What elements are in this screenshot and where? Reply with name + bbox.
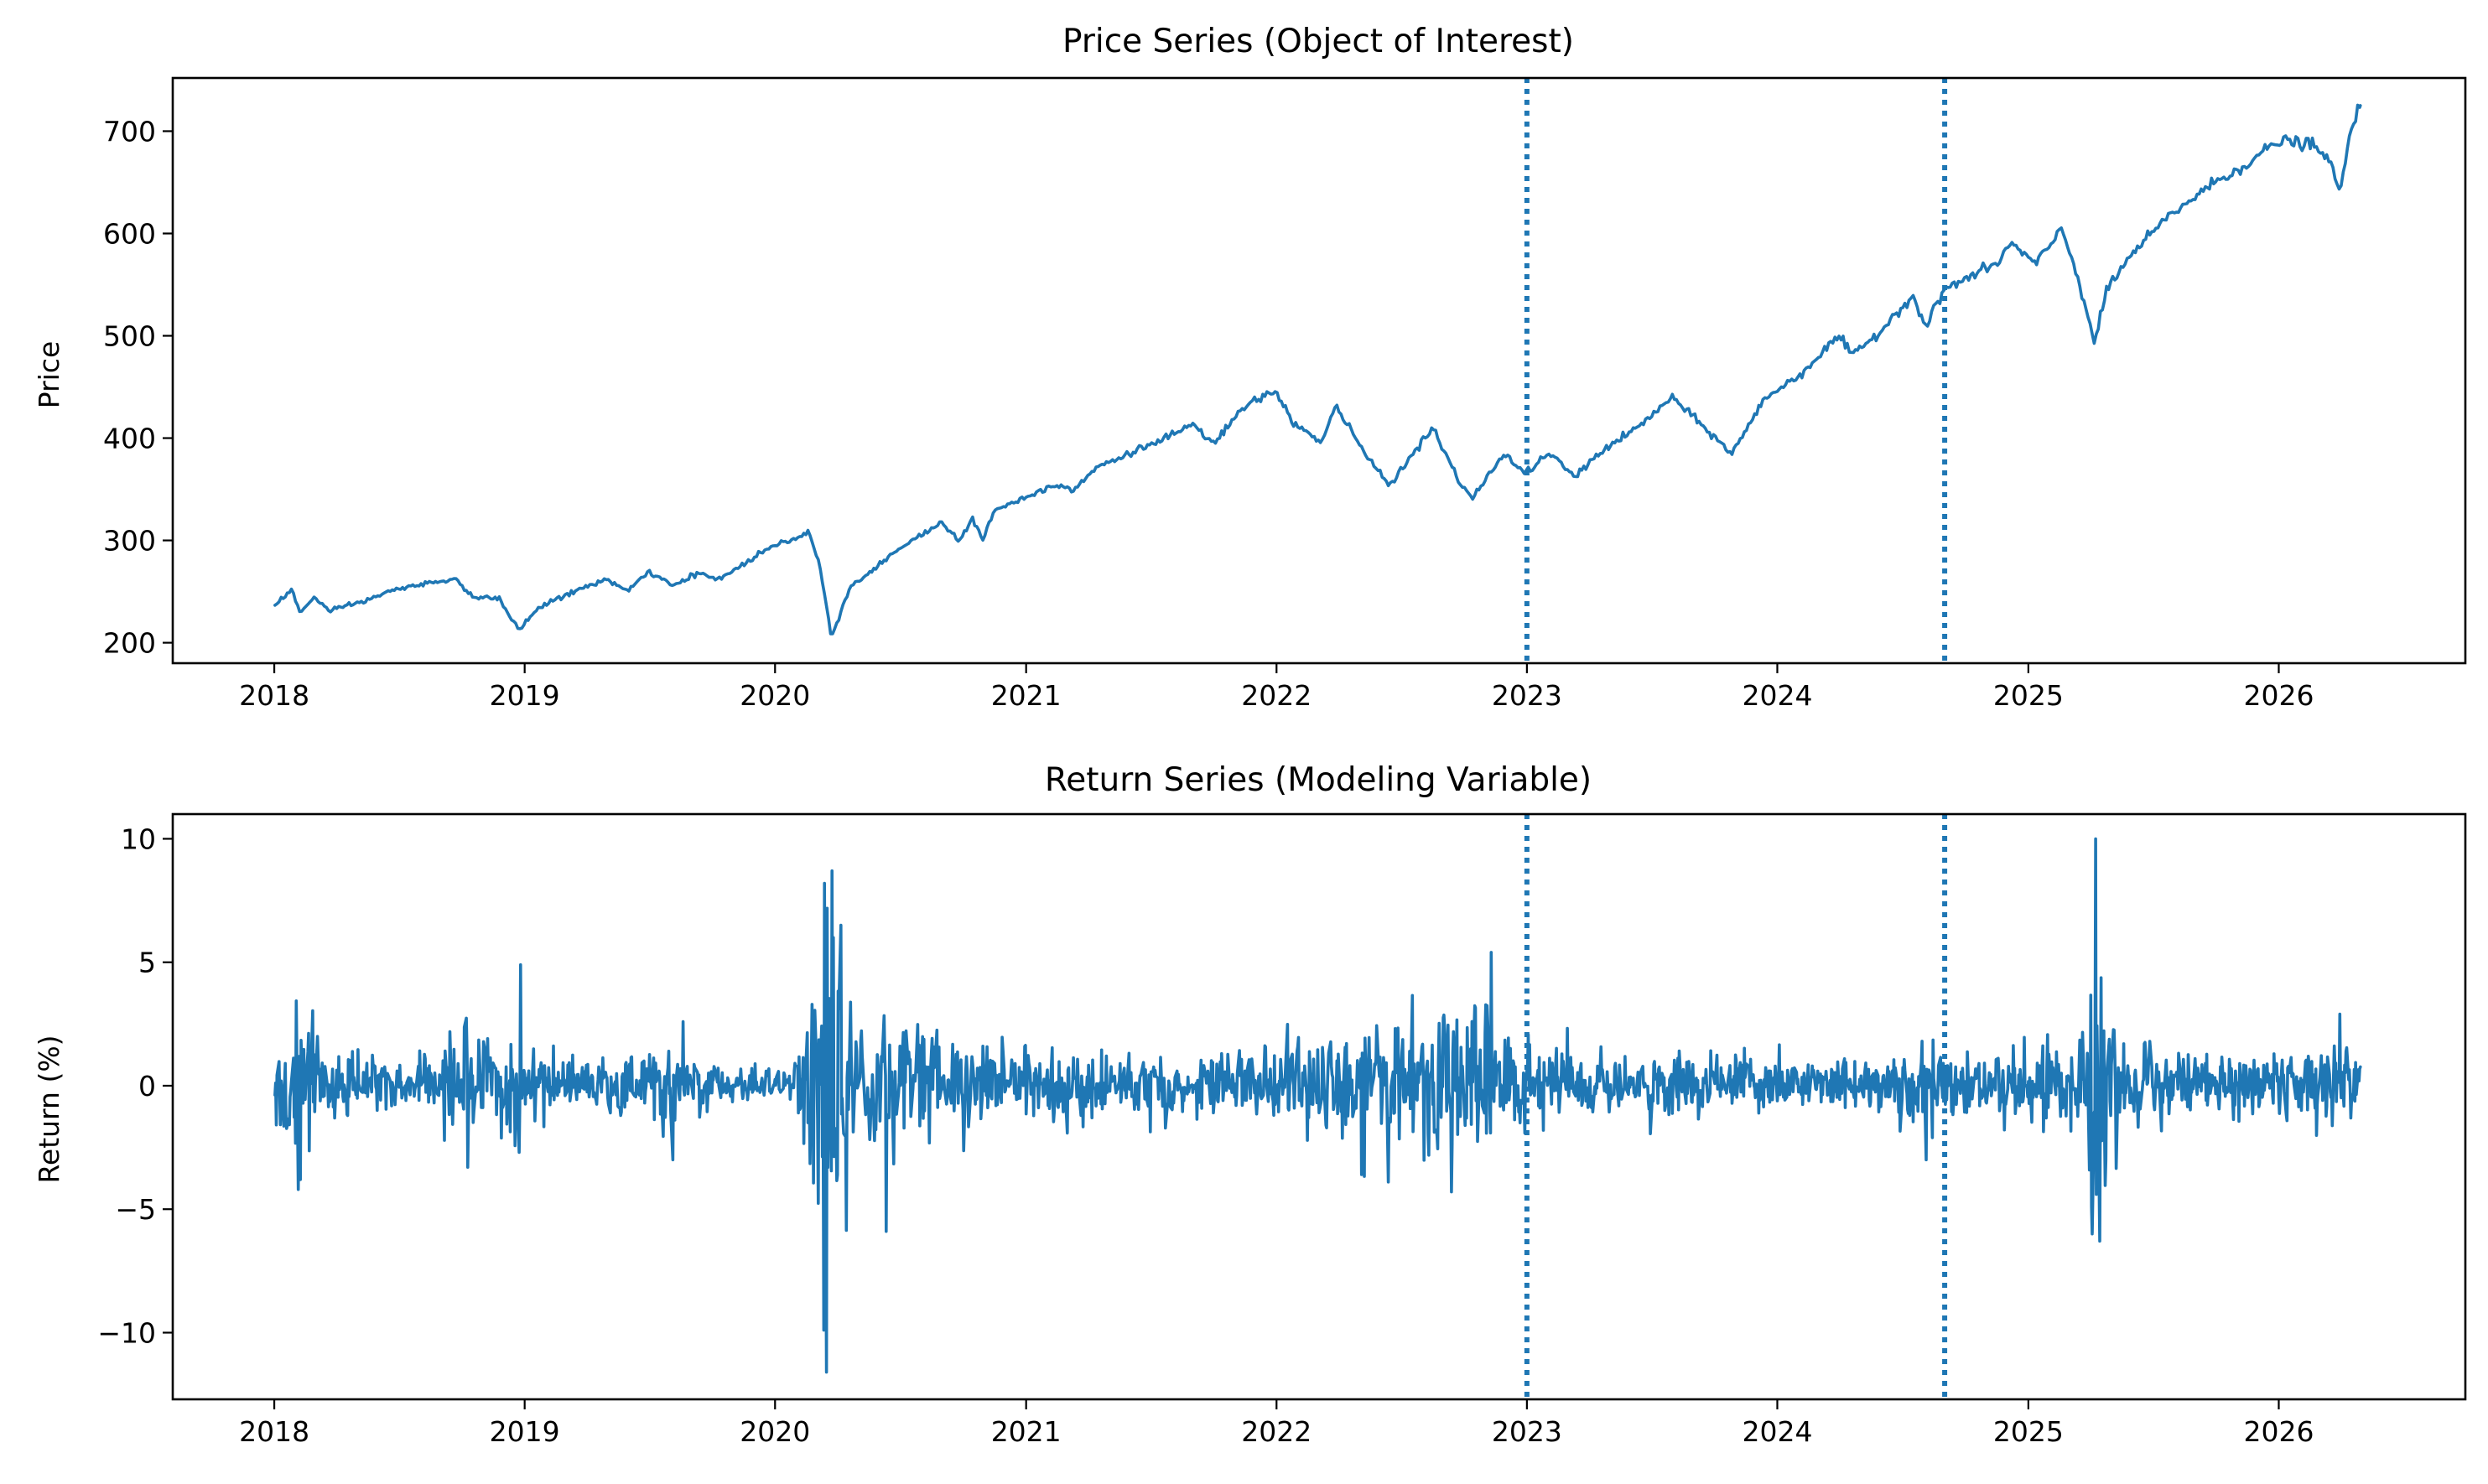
return-y-tick-label-3: −5 [115,1193,156,1226]
price-y-tick-label-4: 600 [103,217,156,250]
price-series-line [273,103,2362,636]
price-y-tick-label-3: 500 [103,320,156,353]
price-y-tick-label-1: 300 [103,525,156,558]
price-x-tick-label-2022: 2022 [1241,679,1312,712]
price-chart-panel: Price Series (Object of Interest) Price … [33,23,2467,712]
return-x-tick-label-2024: 2024 [1742,1415,1812,1448]
price-x-tick-label-2025: 2025 [1993,679,2064,712]
price-series [273,103,2362,636]
price-chart-title: Price Series (Object of Interest) [1062,23,1574,60]
price-plot-frame [171,76,2467,665]
return-x-tick-label-2025: 2025 [1993,1415,2064,1448]
return-x-tick-label-2022: 2022 [1241,1415,1312,1448]
price-y-tick-label-2: 400 [103,423,156,455]
return-y-axis-label: Return (%) [33,1035,65,1183]
return-plot-frame [171,812,2467,1401]
price-axis-ticks: 2018 2019 2020 2021 2022 2023 2024 2025 2026 200 3… [103,115,2314,712]
price-x-tick-label-2020: 2020 [740,679,810,712]
return-y-tick-label-4: −10 [97,1316,156,1349]
return-y-tick-label-2: 0 [138,1070,156,1103]
return-x-tick-label-2026: 2026 [2243,1415,2314,1448]
price-x-tick-label-2026: 2026 [2243,679,2314,712]
return-x-tick-label-2021: 2021 [991,1415,1062,1448]
price-x-tick-label-2021: 2021 [991,679,1062,712]
return-chart-panel: Return Series (Modeling Variable) Return… [33,761,2467,1448]
return-series [273,837,2362,1374]
price-y-axis-label: Price [33,341,65,409]
return-x-tick-label-2018: 2018 [239,1415,309,1448]
return-axis-ticks: 2018 2019 2020 2021 2022 2023 2024 2025 2026 10 5 0… [97,822,2314,1448]
price-x-tick-label-2019: 2019 [490,679,560,712]
return-x-tick-label-2019: 2019 [490,1415,560,1448]
price-x-tick-label-2018: 2018 [239,679,309,712]
return-series-line [273,837,2362,1374]
price-y-tick-label-0: 200 [103,627,156,660]
price-y-tick-label-5: 700 [103,115,156,148]
price-x-tick-label-2023: 2023 [1492,679,1562,712]
return-y-tick-label-0: 10 [121,822,156,855]
return-chart-title: Return Series (Modeling Variable) [1045,761,1592,799]
return-x-tick-label-2020: 2020 [740,1415,810,1448]
return-y-tick-label-1: 5 [138,947,156,979]
return-x-tick-label-2023: 2023 [1492,1415,1562,1448]
price-x-tick-label-2024: 2024 [1742,679,1812,712]
